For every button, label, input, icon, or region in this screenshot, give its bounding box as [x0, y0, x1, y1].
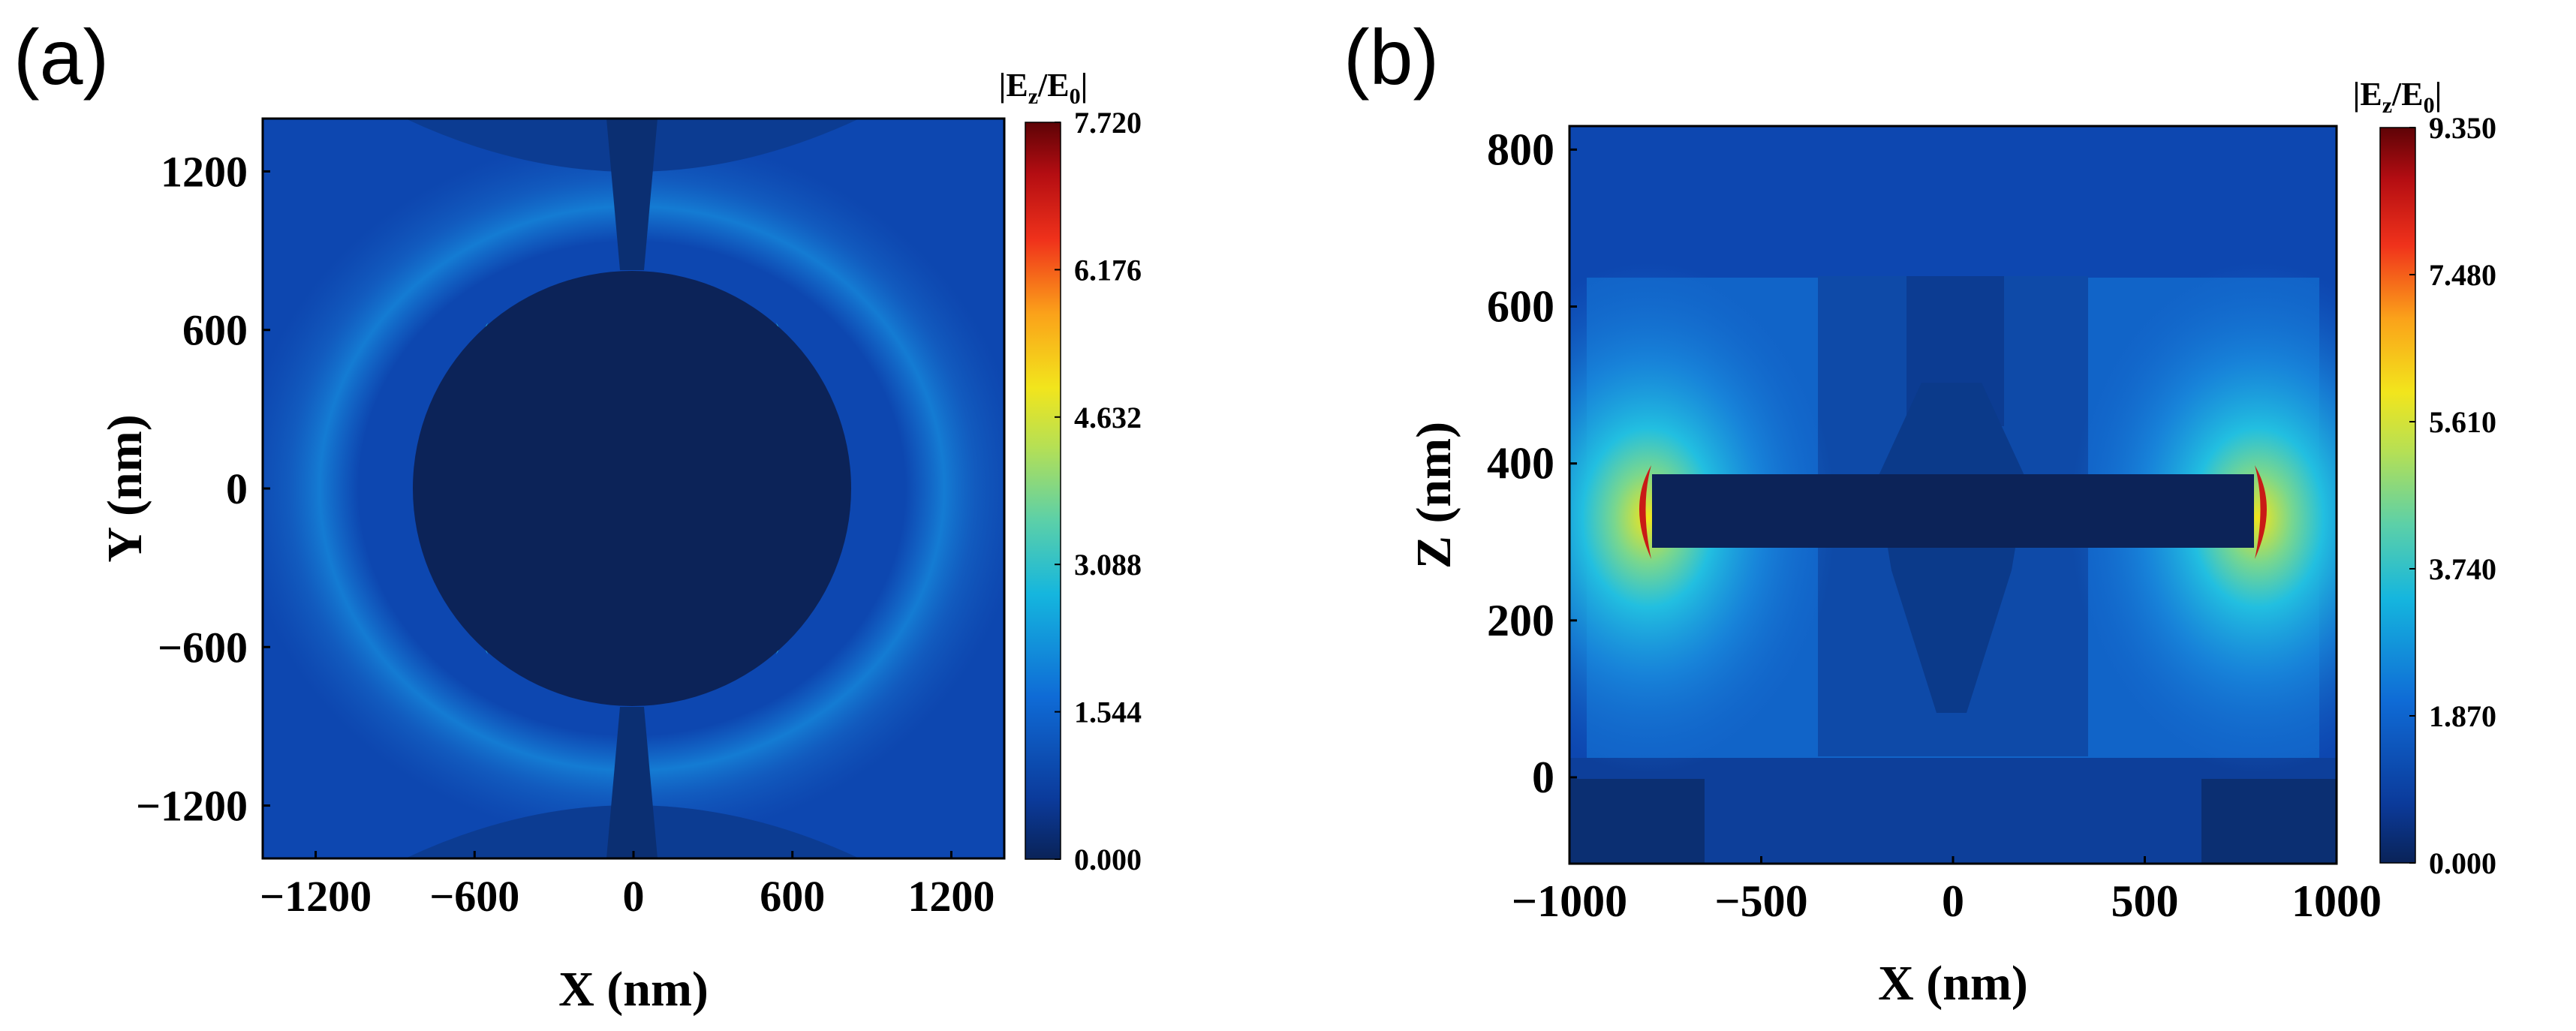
colorbar-tick-label: 0.000	[1074, 843, 1142, 876]
cbar-title-a-base: |E	[999, 67, 1028, 104]
ytick-label: −600	[158, 623, 248, 672]
ytick-label: 800	[1487, 125, 1554, 174]
colorbar-ticks-a: 7.720 6.176 4.632 3.088 1.544 0.000	[1055, 106, 1142, 876]
colorbar-tick-label: 7.720	[1074, 106, 1142, 140]
ytick-label: 0	[226, 464, 248, 513]
cbar-title-a-mid: /E	[1037, 67, 1070, 104]
colorbar-b	[2379, 127, 2416, 864]
xtick-label: 600	[760, 872, 825, 921]
xtick-label: −1000	[1512, 876, 1627, 926]
cbar-title-a-end: |	[1081, 67, 1088, 104]
xtick-label: 1000	[2292, 876, 2382, 926]
colorbar-a	[1025, 122, 1061, 860]
xlabel-b: X (nm)	[1878, 956, 2028, 1011]
xtick-label: 1200	[907, 872, 995, 921]
axis-ticks-a: −1200 −600 0 600 1200 1200 600 0 −600 −1200	[136, 147, 995, 921]
panel-label-b: (b)	[1344, 14, 1439, 101]
colorbar-tick-label: 7.480	[2429, 258, 2496, 292]
disk-structure	[413, 271, 851, 706]
xtick-label: −500	[1714, 876, 1807, 926]
bar-structure	[1652, 474, 2254, 548]
cbar-title-a-sub1: z	[1028, 84, 1038, 109]
ylabel-a: Y (nm)	[98, 414, 152, 562]
colorbar-tick-label: 4.632	[1074, 401, 1142, 434]
ylabel-b: Z (nm)	[1407, 422, 1461, 569]
xtick-label: 0	[1942, 876, 1964, 926]
heatmap-a	[263, 119, 1004, 858]
ytick-label: 200	[1487, 596, 1554, 645]
colorbar-tick-label: 3.088	[1074, 548, 1142, 582]
ytick-label: 1200	[161, 147, 248, 196]
cbar-title-b-mid: /E	[2391, 76, 2424, 113]
ytick-label: 600	[182, 306, 248, 355]
xlabel-a: X (nm)	[558, 962, 709, 1017]
cbar-title-b-end: |	[2435, 76, 2442, 113]
colorbar-ticks-b: 9.350 7.480 5.610 3.740 1.870 0.000	[2409, 111, 2496, 880]
xtick-label: 0	[623, 872, 645, 921]
colorbar-tick-label: 1.544	[1074, 696, 1142, 729]
ytick-label: 400	[1487, 439, 1554, 488]
colorbar-title-b: |Ez/E0|	[2353, 76, 2442, 118]
xtick-label: −600	[429, 872, 519, 921]
colorbar-title-a: |Ez/E0|	[999, 67, 1088, 109]
colorbar-tick-label: 5.610	[2429, 405, 2496, 439]
cbar-title-b-sub1: z	[2382, 93, 2392, 118]
xtick-label: −1200	[260, 872, 372, 921]
panel-label-a: (a)	[14, 14, 109, 101]
ytick-label: 600	[1487, 282, 1554, 332]
colorbar-tick-label: 0.000	[2429, 846, 2496, 880]
colorbar-tick-label: 6.176	[1074, 253, 1142, 287]
heatmap-b	[1569, 126, 2337, 864]
cbar-title-b-base: |E	[2353, 76, 2382, 113]
xtick-label: 500	[2111, 876, 2179, 926]
colorbar-tick-label: 3.740	[2429, 552, 2496, 586]
axis-ticks-b: −1000 −500 0 500 1000 800 600 400 200 0	[1487, 125, 2382, 926]
ytick-label: −1200	[136, 782, 248, 831]
colorbar-tick-label: 1.870	[2429, 699, 2496, 733]
cbar-title-b-sub2: 0	[2424, 93, 2435, 118]
cbar-title-a-sub2: 0	[1070, 84, 1081, 109]
colorbar-tick-label: 9.350	[2429, 111, 2496, 145]
ytick-label: 0	[1532, 753, 1554, 802]
